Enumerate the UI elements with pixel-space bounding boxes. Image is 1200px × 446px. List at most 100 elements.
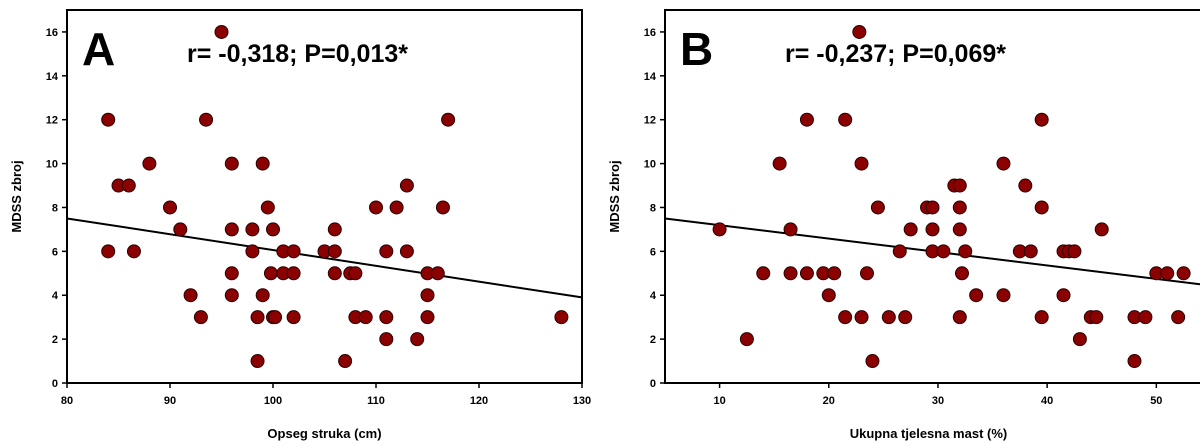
data-point (1094, 222, 1109, 237)
data-point (126, 244, 141, 259)
y-tick-label: 12 (644, 115, 656, 127)
data-point (969, 288, 984, 303)
data-point (1072, 332, 1087, 347)
data-point (936, 244, 951, 259)
data-point (958, 244, 973, 259)
data-point (925, 200, 940, 215)
y-tick-label: 10 (644, 159, 656, 171)
data-point (266, 222, 280, 237)
data-point (338, 354, 353, 369)
x-tick-label: 30 (932, 395, 944, 407)
panel-b: 0 2 4 6 8 10 12 14 16 10 20 30 40 50 B r= -0,237; P=0,0… (607, 9, 1200, 441)
correlation-annotation: r= -0,318; P=0,013* (187, 40, 408, 68)
data-point (121, 178, 136, 193)
data-point (952, 178, 967, 193)
y-tick-label: 10 (46, 159, 58, 171)
data-point (250, 354, 265, 369)
data-point (783, 266, 798, 281)
data-point (892, 244, 907, 259)
y-axis-label: MDSS zbroj (607, 160, 622, 232)
data-point (772, 156, 787, 171)
data-point (327, 244, 342, 259)
data-point (348, 266, 363, 281)
data-point (898, 310, 913, 325)
data-point (399, 244, 414, 259)
data-point (255, 156, 270, 171)
y-tick-label: 6 (650, 246, 656, 258)
data-point (799, 266, 814, 281)
y-tick-label: 8 (650, 202, 656, 214)
y-tick-label: 12 (46, 115, 58, 127)
data-point (1034, 112, 1049, 127)
data-point (952, 200, 967, 215)
y-tick-label: 4 (650, 290, 657, 302)
data-point (996, 288, 1011, 303)
data-point (193, 310, 208, 325)
y-tick-label: 2 (52, 334, 58, 346)
y-tick-label: 0 (52, 378, 58, 390)
data-point (101, 112, 116, 127)
data-point (954, 266, 969, 281)
data-point (435, 200, 450, 215)
data-point (838, 112, 853, 127)
data-point (430, 266, 445, 281)
x-tick-label: 10 (713, 395, 725, 407)
data-point (1176, 266, 1191, 281)
y-tick-label: 6 (52, 246, 58, 258)
x-tick-label: 130 (573, 395, 591, 407)
data-point (1023, 244, 1038, 259)
x-axis-label: Opseg struka (cm) (267, 426, 381, 441)
data-point (903, 222, 918, 237)
data-point (821, 288, 836, 303)
data-point (1034, 200, 1049, 215)
data-point (163, 200, 177, 215)
data-point (263, 266, 278, 281)
data-point (101, 244, 116, 259)
data-point (1171, 310, 1186, 325)
data-point (881, 310, 896, 325)
data-point (420, 310, 435, 325)
data-point (827, 266, 842, 281)
data-point (1138, 310, 1153, 325)
data-point (420, 288, 435, 303)
plot-frame (664, 9, 1200, 384)
data-point (173, 222, 188, 237)
data-point (1034, 310, 1049, 325)
data-point (286, 266, 301, 281)
data-point (1160, 266, 1175, 281)
y-tick-label: 16 (46, 27, 58, 39)
x-tick-label: 80 (61, 395, 73, 407)
y-tick-label: 8 (52, 202, 58, 214)
x-tick-label: 20 (823, 395, 835, 407)
panel-a: 0 2 4 6 8 10 12 14 16 80 90 100 110 120 130 A r= -0,318;… (9, 9, 591, 441)
x-axis-label: Ukupna tjelesna mast (%) (850, 426, 1008, 441)
data-point (327, 222, 342, 237)
y-tick-label: 14 (644, 71, 657, 83)
y-tick-label: 4 (52, 290, 59, 302)
correlation-annotation: r= -0,237; P=0,069* (785, 40, 1006, 68)
data-point (399, 178, 414, 193)
data-point (389, 200, 404, 215)
data-point (142, 156, 157, 171)
y-axis-label: MDSS zbroj (9, 160, 24, 232)
x-tick-label: 40 (1041, 395, 1053, 407)
data-point (1127, 354, 1142, 369)
y-tick-label: 2 (650, 334, 656, 346)
data-point (327, 266, 342, 281)
data-point (838, 310, 853, 325)
panel-label: B (680, 23, 713, 75)
data-point (369, 200, 383, 215)
data-point (952, 310, 967, 325)
data-point (870, 200, 885, 215)
data-point (260, 200, 275, 215)
y-tick-label: 16 (644, 27, 656, 39)
y-tick-label: 0 (650, 378, 656, 390)
data-point (379, 244, 394, 259)
data-point (925, 222, 940, 237)
data-point (358, 310, 373, 325)
x-tick-label: 90 (164, 395, 176, 407)
data-point (379, 310, 394, 325)
data-point (712, 222, 727, 237)
data-point (250, 310, 265, 325)
data-point (783, 222, 798, 237)
